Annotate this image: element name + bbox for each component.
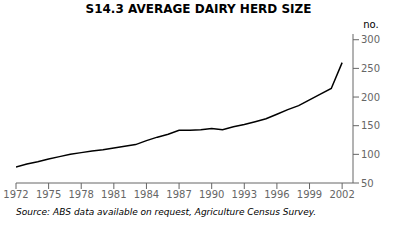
svg-text:1996: 1996: [264, 189, 289, 200]
svg-text:1993: 1993: [232, 189, 257, 200]
svg-text:50: 50: [361, 178, 374, 189]
svg-text:100: 100: [361, 149, 380, 160]
svg-text:1978: 1978: [68, 189, 93, 200]
svg-text:1987: 1987: [166, 189, 191, 200]
svg-text:200: 200: [361, 92, 380, 103]
svg-text:300: 300: [361, 34, 380, 45]
svg-text:2002: 2002: [329, 189, 354, 200]
svg-text:1972: 1972: [8, 189, 29, 200]
html-text:S14.3 AVERAGE DAIRY HERD SIZE: S14.3 AVERAGE DAIRY HERD SIZE: [85, 2, 312, 16]
svg-text:1999: 1999: [297, 189, 322, 200]
svg-text:1984: 1984: [134, 189, 159, 200]
html-text:Source: ABS data available on: Source: ABS data available on request, A…: [16, 207, 317, 217]
svg-text:150: 150: [361, 120, 380, 131]
svg-text:1981: 1981: [101, 189, 126, 200]
svg-text:250: 250: [361, 63, 380, 74]
svg-text:1990: 1990: [199, 189, 224, 200]
svg-text:no.: no.: [363, 19, 378, 30]
svg-text:1975: 1975: [36, 189, 61, 200]
